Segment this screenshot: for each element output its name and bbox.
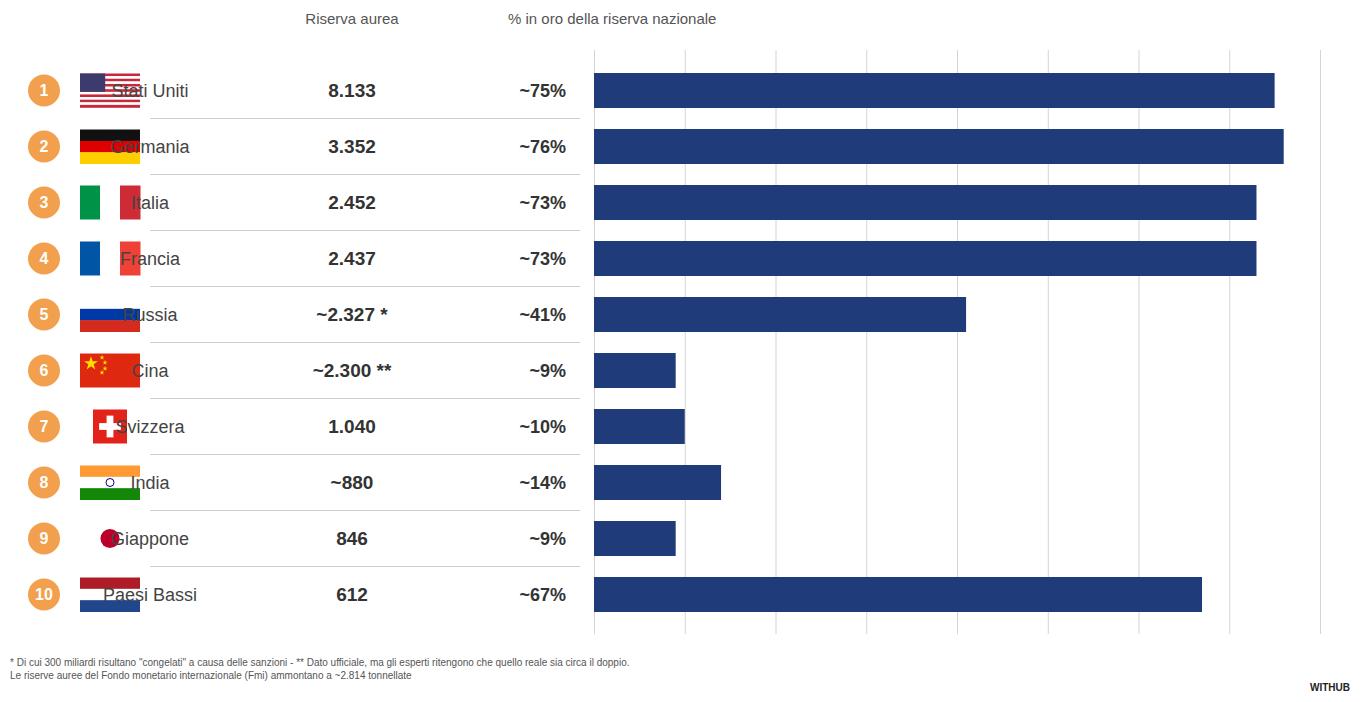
svg-text:~41%: ~41% (519, 305, 566, 325)
svg-text:~73%: ~73% (519, 249, 566, 269)
svg-text:Russia: Russia (122, 305, 178, 325)
html-text:WITHUB: WITHUB (1310, 682, 1350, 693)
svg-text:Francia: Francia (120, 249, 181, 269)
svg-text:846: 846 (336, 528, 368, 549)
svg-text:6: 6 (40, 362, 49, 379)
svg-text:India: India (130, 473, 170, 493)
svg-text:~73%: ~73% (519, 193, 566, 213)
svg-text:2.437: 2.437 (328, 248, 376, 269)
svg-text:Germania: Germania (110, 137, 190, 157)
svg-text:Italia: Italia (131, 193, 170, 213)
svg-text:Riserva aurea: Riserva aurea (305, 10, 399, 27)
svg-text:Svizzera: Svizzera (115, 417, 185, 437)
svg-text:~67%: ~67% (519, 585, 566, 605)
svg-text:Paesi Bassi: Paesi Bassi (103, 585, 197, 605)
svg-text:3: 3 (40, 194, 49, 211)
svg-text:~14%: ~14% (519, 473, 566, 493)
svg-text:Cina: Cina (131, 361, 169, 381)
svg-text:8.133: 8.133 (328, 80, 376, 101)
svg-text:2: 2 (40, 138, 49, 155)
svg-text:~2.327 *: ~2.327 * (316, 304, 388, 325)
svg-text:~10%: ~10% (519, 417, 566, 437)
svg-text:612: 612 (336, 584, 368, 605)
svg-text:~9%: ~9% (529, 529, 566, 549)
svg-text:Giappone: Giappone (111, 529, 189, 549)
svg-text:2.452: 2.452 (328, 192, 376, 213)
svg-text:1.040: 1.040 (328, 416, 376, 437)
svg-text:7: 7 (40, 418, 49, 435)
svg-text:Stati Uniti: Stati Uniti (111, 81, 188, 101)
svg-text:~9%: ~9% (529, 361, 566, 381)
svg-text:4: 4 (40, 250, 49, 267)
html-text:Le riserve auree del Fondo mon: Le riserve auree del Fondo monetario int… (10, 670, 412, 681)
svg-text:~880: ~880 (331, 472, 374, 493)
svg-text:1: 1 (40, 82, 49, 99)
svg-text:~75%: ~75% (519, 81, 566, 101)
svg-text:~76%: ~76% (519, 137, 566, 157)
html-text:* Di cui 300 miliardi risultan: * Di cui 300 miliardi risultano "congela… (10, 657, 630, 668)
svg-text:5: 5 (40, 306, 49, 323)
svg-text:~2.300 **: ~2.300 ** (313, 360, 392, 381)
svg-text:10: 10 (35, 586, 53, 603)
svg-text:9: 9 (40, 530, 49, 547)
svg-text:% in oro della riserva naziona: % in oro della riserva nazionale (508, 10, 716, 27)
svg-text:8: 8 (40, 474, 49, 491)
svg-text:3.352: 3.352 (328, 136, 376, 157)
